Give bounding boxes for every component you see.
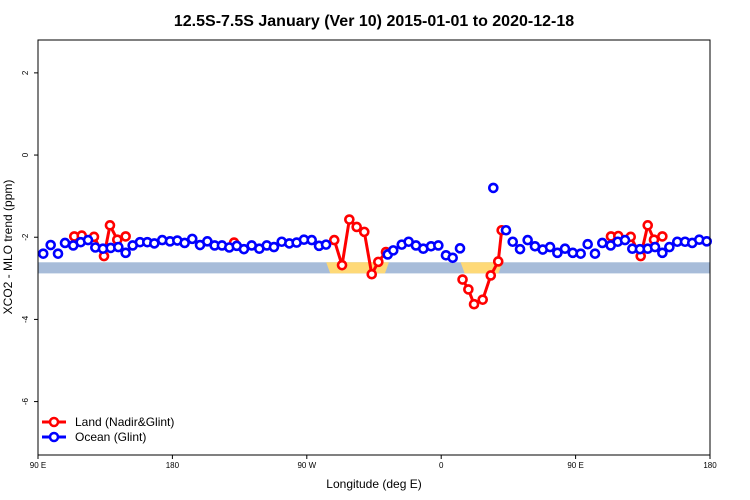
y-tick-label: -6 [21,397,30,405]
land-point [642,220,654,231]
ocean-point [582,238,593,250]
x-axis-label: Longitude (deg E) [326,477,421,491]
ocean-point [552,247,563,259]
ocean-point [701,236,713,247]
ocean-point [268,241,280,253]
land-point [373,256,384,268]
y-tick-label: 0 [21,152,30,157]
x-tick-label: 90 E [567,461,583,470]
ocean-point [179,237,190,249]
x-tick-label: 180 [166,461,180,470]
ocean-point [589,248,601,259]
land-point [468,298,480,310]
land-point [457,274,468,285]
ocean-point [657,247,668,259]
x-axis: 90 E 180 90 W 0 90 E 180 [30,455,717,470]
legend-item-ocean: Ocean (Glint) [42,430,146,444]
legend-item-land: Land (Nadir&Glint) [42,415,174,429]
ocean-point [320,239,332,250]
ocean-point [306,234,318,246]
legend: Land (Nadir&Glint) Ocean (Glint) [42,415,174,444]
x-tick-label: 0 [439,461,444,470]
ocean-point [186,233,198,245]
ocean-point [37,248,49,259]
plot-frame [37,39,711,456]
ocean-point [575,248,586,259]
land-point [344,214,355,225]
land-point [492,256,504,267]
land-line-segment [362,231,374,275]
x-tick-label: 90 E [30,461,46,470]
land-point [657,231,668,242]
x-tick-label: 180 [703,461,717,470]
land-point [358,226,370,238]
land-point [477,294,489,305]
ocean-point [664,241,675,253]
y-axis: 2 0 -2 -4 -6 [21,70,38,405]
legend-label-ocean: Ocean (Glint) [75,430,146,444]
land-point [351,221,362,233]
chart-title: 12.5S-7.5S January (Ver 10) 2015-01-01 t… [174,13,574,30]
ocean-point [507,236,519,248]
ocean-point [433,240,444,251]
ocean-point [113,241,124,253]
ocean-point [45,239,56,251]
land-point [366,268,378,280]
legend-label-land: Land (Nadir&Glint) [75,415,174,429]
land-point [463,284,474,295]
land-point [336,259,348,271]
ocean-point [514,243,526,255]
ocean-point [82,234,94,246]
ocean-point [649,241,661,253]
ocean-point [59,237,71,249]
ocean-point [52,248,64,259]
ocean-point [454,243,466,254]
ocean-point [447,252,458,264]
ocean-point [619,234,631,246]
legend-marker-land [48,416,60,428]
ocean-point [387,245,399,256]
y-tick-label: 2 [21,70,30,75]
ocean-point [522,234,533,246]
land-point [328,234,340,246]
legend-marker-ocean [48,431,60,443]
land-point [485,270,497,281]
x-tick-label: 90 W [297,461,316,470]
ocean-point [544,241,556,253]
ocean-point [120,247,131,259]
land-point [104,220,116,231]
y-tick-label: -4 [21,315,30,323]
land-line-segment [340,219,351,266]
data-points [37,182,713,310]
land-point [120,231,131,242]
ocean-point [597,237,608,249]
ocean-point [500,224,512,236]
y-tick-label: -2 [21,233,30,241]
y-axis-label: XCO2 - MLO trend (ppm) [1,180,15,315]
ocean-point [559,243,571,255]
ocean-point [488,182,499,194]
